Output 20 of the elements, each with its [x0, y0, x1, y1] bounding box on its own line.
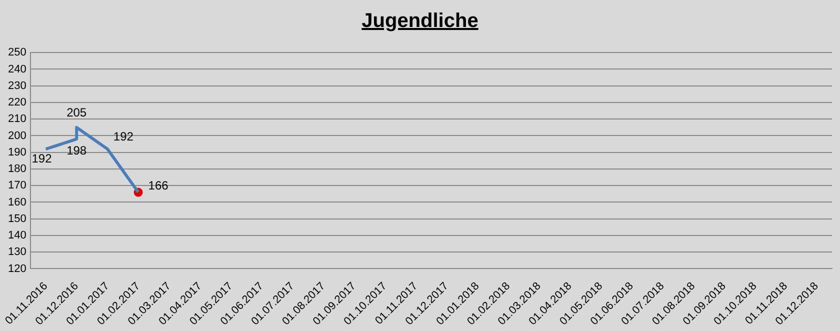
- y-tick-label: 130: [8, 246, 26, 258]
- y-tick-label: 150: [8, 212, 26, 225]
- data-label: 198: [66, 143, 87, 158]
- y-tick-label: 240: [8, 63, 26, 76]
- data-label: 166: [148, 178, 169, 193]
- chart-title: Jugendliche: [362, 10, 478, 32]
- y-tick-label: 160: [8, 196, 26, 208]
- y-tick-label: 230: [8, 80, 26, 92]
- y-tick-label: 210: [8, 113, 26, 126]
- data-label: 205: [66, 106, 87, 120]
- y-tick-label: 200: [8, 130, 26, 142]
- y-tick-label: 170: [8, 180, 26, 192]
- data-label: 192: [32, 151, 52, 166]
- y-tick-label: 220: [8, 96, 26, 109]
- y-tick-label: 250: [8, 46, 26, 59]
- y-tick-label: 140: [8, 230, 26, 242]
- data-label: 192: [113, 129, 134, 144]
- y-tick-label: 190: [8, 146, 26, 158]
- y-tick-label: 120: [8, 262, 26, 275]
- y-tick-label: 180: [8, 163, 26, 176]
